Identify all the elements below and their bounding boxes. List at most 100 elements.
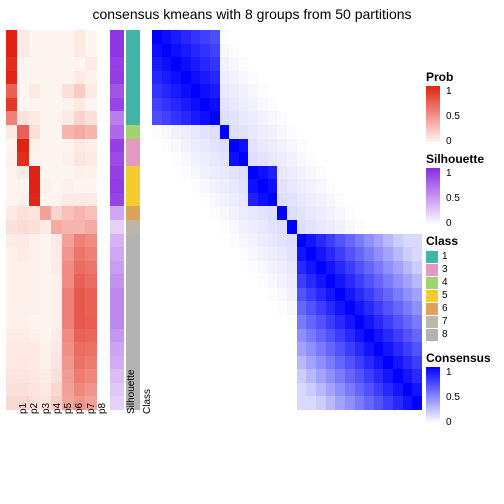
prob-cell — [40, 30, 52, 44]
consensus-cell — [191, 220, 201, 234]
prob-cell — [6, 315, 18, 329]
consensus-cell — [412, 356, 422, 370]
consensus-cell — [171, 84, 181, 98]
consensus-cell — [171, 234, 181, 248]
consensus-cell — [297, 166, 307, 180]
prob-cell — [29, 342, 41, 356]
consensus-cell — [152, 84, 162, 98]
consensus-cell — [200, 342, 210, 356]
consensus-cell — [287, 396, 297, 410]
consensus-cell — [277, 356, 287, 370]
consensus-cell — [326, 111, 336, 125]
consensus-cell — [335, 329, 345, 343]
consensus-cell — [393, 369, 403, 383]
class-cell — [126, 139, 140, 153]
class-cell — [126, 193, 140, 207]
consensus-cell — [162, 261, 172, 275]
consensus-cell — [355, 139, 365, 153]
consensus-cell — [393, 193, 403, 207]
consensus-cell — [355, 44, 365, 58]
prob-cell — [6, 396, 18, 410]
consensus-cell — [287, 193, 297, 207]
prob-cell — [17, 234, 29, 248]
consensus-cell — [393, 220, 403, 234]
consensus-cell — [277, 274, 287, 288]
consensus-cell — [297, 301, 307, 315]
class-cell — [126, 152, 140, 166]
prob-cell — [51, 369, 63, 383]
prob-cell — [17, 179, 29, 193]
silhouette-cell — [110, 301, 124, 315]
consensus-cell — [181, 84, 191, 98]
silhouette-cell — [110, 84, 124, 98]
consensus-cell — [210, 139, 220, 153]
consensus-cell — [297, 342, 307, 356]
consensus-cell — [374, 166, 384, 180]
consensus-cell — [297, 220, 307, 234]
consensus-cell — [374, 84, 384, 98]
consensus-cell — [335, 356, 345, 370]
chart-title: consensus kmeans with 8 groups from 50 p… — [0, 0, 504, 22]
consensus-cell — [200, 30, 210, 44]
consensus-cell — [200, 315, 210, 329]
consensus-cell — [191, 71, 201, 85]
consensus-cell — [162, 98, 172, 112]
consensus-cell — [268, 166, 278, 180]
consensus-cell — [355, 193, 365, 207]
consensus-cell — [306, 383, 316, 397]
consensus-cell — [248, 274, 258, 288]
consensus-cell — [326, 98, 336, 112]
consensus-cell — [229, 139, 239, 153]
legend-prob-title: Prob — [426, 70, 498, 84]
consensus-cell — [220, 220, 230, 234]
consensus-cell — [374, 193, 384, 207]
legend-prob-tick: 1 — [446, 86, 452, 97]
consensus-cell — [191, 166, 201, 180]
consensus-cell — [393, 274, 403, 288]
prob-cell — [74, 342, 86, 356]
consensus-cell — [287, 111, 297, 125]
consensus-cell — [152, 71, 162, 85]
consensus-cell — [306, 342, 316, 356]
consensus-cell — [383, 234, 393, 248]
consensus-cell — [287, 166, 297, 180]
class-cell — [126, 125, 140, 139]
class-cell — [126, 261, 140, 275]
prob-cell — [40, 44, 52, 58]
consensus-cell — [345, 84, 355, 98]
legend-silhouette-tick: 1 — [446, 168, 452, 179]
silhouette-cell — [110, 288, 124, 302]
prob-cell — [51, 179, 63, 193]
x-label-p1: p1 — [18, 403, 29, 414]
consensus-cell — [326, 71, 336, 85]
consensus-cell — [152, 111, 162, 125]
consensus-cell — [191, 356, 201, 370]
prob-cell — [62, 139, 74, 153]
silhouette-cell — [110, 315, 124, 329]
consensus-cell — [297, 206, 307, 220]
prob-cell — [17, 44, 29, 58]
consensus-cell — [171, 274, 181, 288]
consensus-cell — [355, 98, 365, 112]
consensus-cell — [393, 234, 403, 248]
legend-class-row: 3 — [426, 263, 498, 276]
legend-silhouette-gradient — [426, 168, 440, 224]
consensus-cell — [335, 44, 345, 58]
consensus-cell — [220, 30, 230, 44]
consensus-cell — [326, 342, 336, 356]
consensus-cell — [191, 179, 201, 193]
prob-cell — [29, 166, 41, 180]
consensus-cell — [277, 369, 287, 383]
consensus-cell — [364, 57, 374, 71]
consensus-cell — [316, 329, 326, 343]
consensus-cell — [297, 369, 307, 383]
consensus-cell — [258, 247, 268, 261]
prob-cell — [62, 274, 74, 288]
prob-cell — [51, 383, 63, 397]
prob-cell — [29, 356, 41, 370]
prob-cell — [6, 329, 18, 343]
consensus-cell — [162, 315, 172, 329]
consensus-cell — [239, 329, 249, 343]
consensus-cell — [220, 111, 230, 125]
consensus-cell — [393, 396, 403, 410]
